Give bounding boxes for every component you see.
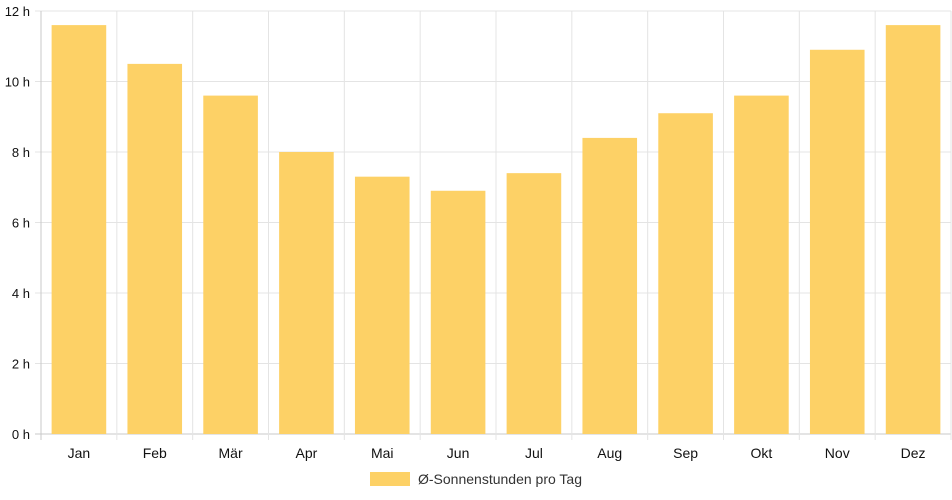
bar-Dez <box>885 25 941 434</box>
bar-Nov <box>809 49 865 435</box>
bar-Apr <box>279 152 334 434</box>
x-tick-label: Okt <box>751 445 773 461</box>
x-tick-label: Apr <box>296 445 318 461</box>
x-tick-label: Mai <box>371 445 394 461</box>
x-tick-label: Jul <box>525 445 543 461</box>
y-tick-label: 2 h <box>12 357 30 372</box>
x-tick-label: Jan <box>68 445 91 461</box>
x-tick-label: Jun <box>447 445 470 461</box>
bar-Jan <box>51 25 107 434</box>
x-tick-label: Nov <box>825 445 850 461</box>
x-tick-label: Feb <box>143 445 167 461</box>
bar-Mai <box>354 176 410 435</box>
bar-Jul <box>506 173 562 434</box>
bar-chart-svg: 0 h 2 h 4 h 6 h 8 h 10 h 12 h Jan Feb Mär Apr Mai Ju… <box>5 4 952 461</box>
bar-Mär <box>203 95 258 434</box>
y-tick-label: 8 h <box>12 145 30 160</box>
y-tick-label: 4 h <box>12 286 30 301</box>
x-tick-label: Sep <box>673 445 698 461</box>
axis-layer: 0 h 2 h 4 h 6 h 8 h 10 h 12 h Jan Feb Mär Apr Mai Ju… <box>5 4 926 461</box>
x-tick-label: Aug <box>597 445 622 461</box>
y-tick-label: 6 h <box>12 216 30 231</box>
legend-label: Ø-Sonnenstunden pro Tag <box>418 471 582 487</box>
bars-layer <box>51 25 941 435</box>
y-tick-label: 12 h <box>5 4 30 19</box>
x-tick-label: Dez <box>901 445 926 461</box>
bar-Okt <box>734 95 789 434</box>
x-tick-label: Mär <box>219 445 243 461</box>
legend[interactable]: Ø-Sonnenstunden pro Tag <box>0 471 952 487</box>
bar-Sep <box>658 113 713 434</box>
bar-Aug <box>582 137 638 434</box>
bar-Feb <box>127 63 183 434</box>
legend-swatch <box>370 472 410 486</box>
y-tick-label: 10 h <box>5 75 30 90</box>
grid-layer <box>35 10 952 440</box>
y-tick-label: 0 h <box>12 427 30 442</box>
bar-Jun <box>430 190 486 434</box>
